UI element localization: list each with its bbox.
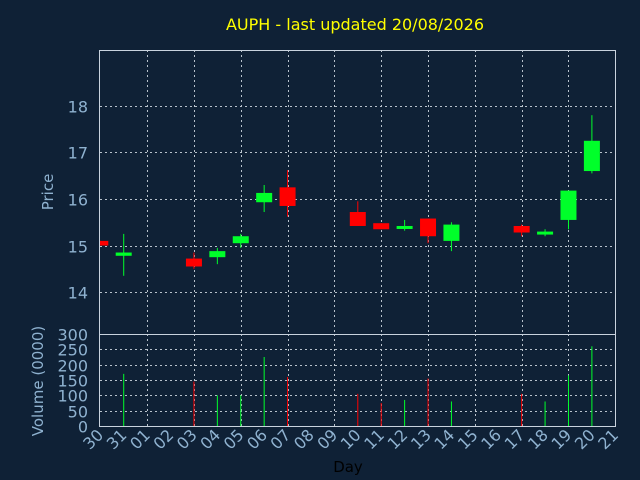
- price-tick-label: 14: [68, 284, 88, 303]
- volume-tick-label: 300: [57, 326, 88, 345]
- x-tick-label: 21: [594, 425, 622, 453]
- price-panel-frame: [99, 50, 616, 335]
- candle-body: [232, 236, 249, 244]
- candle-body: [185, 258, 202, 267]
- candle-body: [373, 223, 390, 230]
- price-tick-label: 16: [68, 191, 88, 210]
- candle-body: [560, 190, 577, 220]
- volume-tick-label: 0: [78, 418, 88, 437]
- volume-tick-label: 200: [57, 357, 88, 376]
- volume-tick-label: 250: [57, 341, 88, 360]
- candle-body: [513, 225, 530, 233]
- price-tick-label: 17: [68, 144, 88, 163]
- x-axis-label: Day: [333, 458, 363, 476]
- chart-title: AUPH - last updated 20/08/2026: [226, 15, 484, 34]
- volume-panel-frame: [99, 334, 616, 427]
- volume-axis-label: Volume (0000): [29, 326, 47, 436]
- price-tick-label: 15: [68, 238, 88, 257]
- candle-body: [537, 231, 554, 235]
- candle-body: [349, 212, 366, 226]
- candle-body: [209, 251, 226, 258]
- price-tick-label: 18: [68, 98, 88, 117]
- candle-body: [443, 224, 460, 241]
- candle-body: [279, 187, 296, 206]
- candle-body: [396, 225, 413, 229]
- candle-body: [100, 240, 109, 246]
- candle-body: [115, 252, 132, 256]
- candle-body: [583, 140, 600, 172]
- candle-body: [420, 218, 437, 237]
- candle-body: [256, 192, 273, 203]
- volume-tick-label: 150: [57, 372, 88, 391]
- volume-tick-label: 50: [68, 403, 88, 422]
- volume-tick-label: 100: [57, 387, 88, 406]
- price-axis-label: Price: [39, 174, 57, 211]
